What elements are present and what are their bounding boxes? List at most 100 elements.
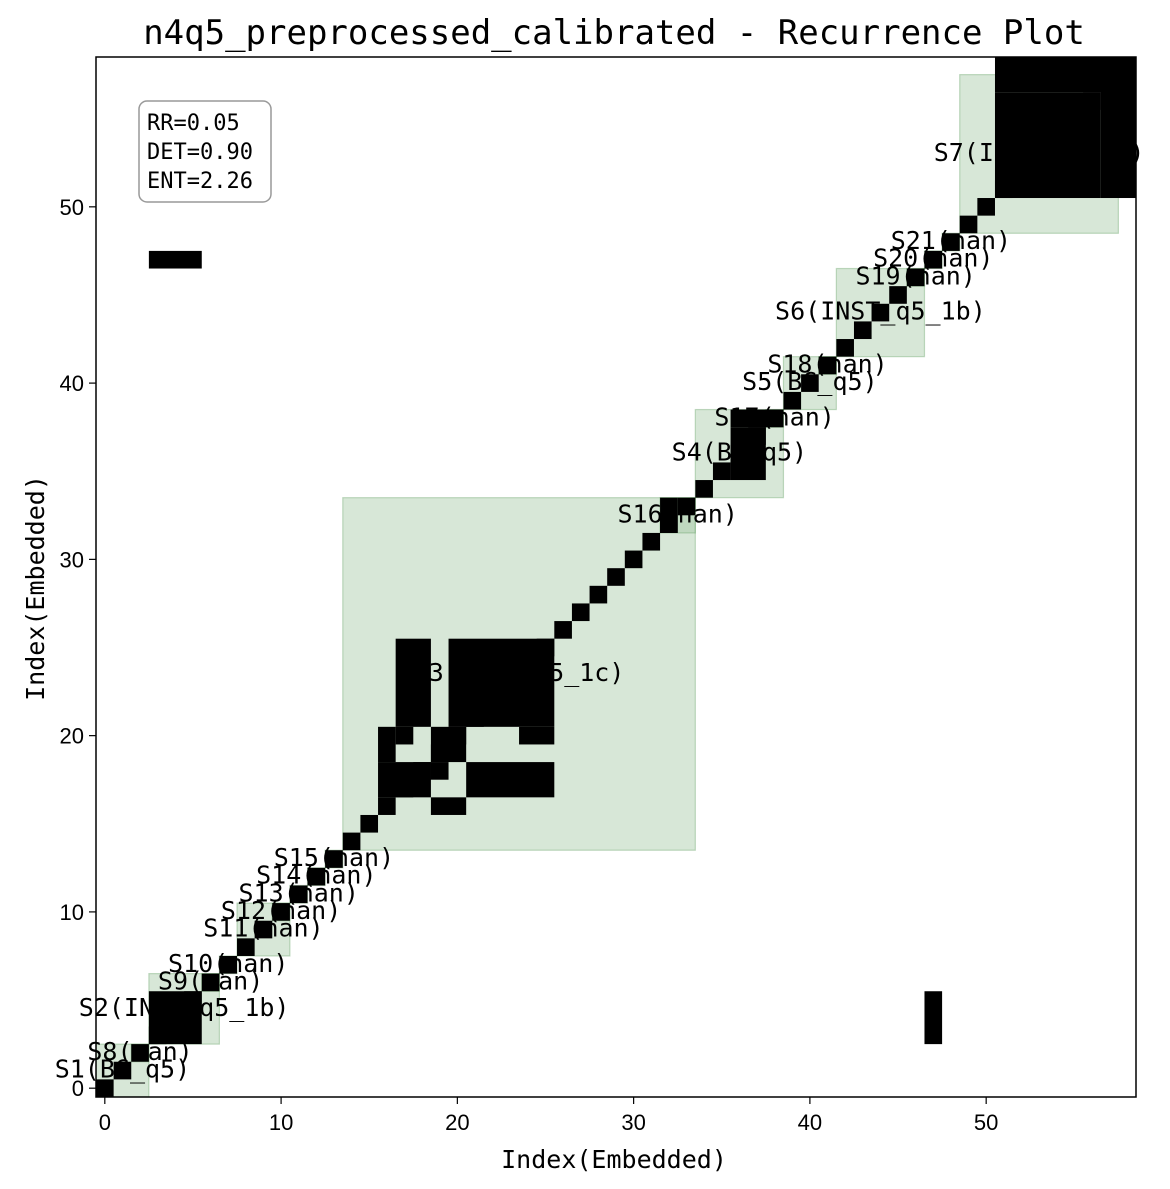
x-tick-label: 50 xyxy=(974,1110,998,1135)
segment-label: S12(nan) xyxy=(221,896,341,925)
x-tick-label: 20 xyxy=(445,1110,469,1135)
recurrence-diagonal-cell xyxy=(959,215,978,234)
recurrence-block xyxy=(378,726,396,763)
plot-frame xyxy=(95,56,1137,1098)
stats-box: RR=0.05 DET=0.90 ENT=2.26 xyxy=(138,100,272,203)
recurrence-diagonal-cell xyxy=(272,903,290,921)
recurrence-diagonal-cell xyxy=(889,286,907,304)
segment-label: S4(BG_q5) xyxy=(672,438,807,467)
recurrence-block xyxy=(430,797,467,815)
recurrence-diagonal-cell xyxy=(289,885,308,904)
recurrence-diagonal-cell xyxy=(783,391,802,410)
recurrence-block xyxy=(519,726,555,745)
recurrence-diagonal-cell xyxy=(977,198,995,216)
x-tick-label: 0 xyxy=(99,1110,111,1135)
recurrence-block xyxy=(994,92,1101,199)
recurrence-diagonal-cell xyxy=(554,621,572,639)
recurrence-diagonal-cell xyxy=(378,797,396,815)
y-tick-label: 50 xyxy=(60,195,84,220)
recurrence-diagonal-cell xyxy=(342,832,361,851)
recurrence-block xyxy=(378,762,431,798)
recurrence-diagonal-cell xyxy=(624,550,643,569)
recurrence-block xyxy=(395,638,431,727)
segment-label: S3(INST_q5_1c) xyxy=(414,658,625,687)
recurrence-block xyxy=(448,638,555,727)
recurrence-diagonal-cell xyxy=(818,356,837,375)
recurrence-diagonal-cell xyxy=(96,1079,114,1097)
x-tick-label: 10 xyxy=(269,1110,293,1135)
x-tick-label: 40 xyxy=(798,1110,822,1135)
y-tick-label: 30 xyxy=(60,547,84,572)
chart-title: n4q5_preprocessed_calibrated - Recurrenc… xyxy=(143,13,1085,53)
recurrence-diagonal-cell xyxy=(853,321,872,340)
recurrence-block xyxy=(730,427,766,481)
segment-label: S6(INST_q5_1b) xyxy=(775,297,986,326)
x-axis-label: Index(Embedded) xyxy=(501,1145,727,1174)
segment-label: S21(nan) xyxy=(891,226,1011,255)
recurrence-diagonal-cell xyxy=(360,814,379,833)
recurrence-diagonal-cell xyxy=(237,938,255,956)
segment-label: S14(nan) xyxy=(256,861,376,890)
recurrence-diagonal-cell xyxy=(607,568,625,586)
recurrence-diagonal-cell xyxy=(113,1061,132,1080)
y-tick-label: 20 xyxy=(60,724,84,749)
recurrence-diagonal-cell xyxy=(325,850,343,868)
segment-label: S19(nan) xyxy=(855,261,975,290)
recurrence-diagonal-cell xyxy=(906,268,925,287)
segment-label: S16(nan) xyxy=(617,499,737,528)
segment-label: S15(nan) xyxy=(274,843,394,872)
recurrence-diagonal-cell xyxy=(589,585,608,604)
segment-label: S13(nan) xyxy=(239,878,359,907)
recurrence-diagonal-cell xyxy=(801,374,819,392)
y-axis-ticks: 0 10 20 30 40 50 xyxy=(60,195,96,1101)
stat-ent: ENT=2.26 xyxy=(147,169,253,194)
segment-label: S10(nan) xyxy=(168,949,288,978)
recurrence-block xyxy=(430,726,467,763)
stat-rr: RR=0.05 xyxy=(147,111,240,136)
segment-label: S9(nan) xyxy=(158,966,263,995)
segment-label-layer: S1(BG_q5) S2(INST_q5_1b) S3(INST_q5_1c) S4(… xyxy=(55,138,1145,1084)
y-tick-label: 10 xyxy=(60,900,84,925)
recurrence-block xyxy=(466,762,555,798)
recurrence-diagonal-cell xyxy=(942,233,960,251)
segment-label: S5(BG_q5) xyxy=(742,367,877,396)
recurrence-block xyxy=(1100,57,1136,199)
recurrence-diagonal-cell xyxy=(307,867,326,886)
segment-label: S8(nan) xyxy=(87,1037,192,1066)
segment-label: S17(nan) xyxy=(714,402,834,431)
y-tick-label: 0 xyxy=(72,1076,84,1101)
segment-label: S11(nan) xyxy=(203,914,323,943)
recurrence-block xyxy=(395,726,414,745)
recurrence-diagonal-cell xyxy=(642,532,661,551)
segment-label: S20(nan) xyxy=(873,244,993,273)
recurrence-block xyxy=(148,991,202,1045)
recurrence-block xyxy=(660,497,678,533)
recurrence-diagonal-cell xyxy=(677,497,696,516)
recurrence-block xyxy=(730,409,784,428)
recurrence-diagonal-cell xyxy=(254,920,273,939)
recurrence-diagonal-cell xyxy=(131,1044,149,1062)
recurrence-block xyxy=(148,250,202,269)
recurrence-diagonal-cell xyxy=(571,603,590,622)
stat-det: DET=0.90 xyxy=(147,140,253,165)
x-tick-label: 30 xyxy=(621,1110,645,1135)
recurrence-layer xyxy=(96,57,1136,1097)
segment-label: S1(BG_q5) xyxy=(55,1055,190,1084)
recurrence-diagonal-cell xyxy=(219,955,238,974)
segment-label: S18(nan) xyxy=(767,349,887,378)
recurrence-diagonal-cell xyxy=(924,250,943,269)
recurrence-diagonal-cell xyxy=(871,303,890,322)
segment-label: S2(INST_q5_1b) xyxy=(79,993,290,1022)
recurrence-block xyxy=(430,762,449,780)
recurrence-diagonal-cell xyxy=(836,339,854,357)
recurrence-diagonal-cell xyxy=(712,462,731,481)
y-axis-label: Index(Embedded) xyxy=(21,475,50,701)
recurrence-diagonal-cell xyxy=(201,973,220,992)
segment-label: S7(INST_q5_1b) xyxy=(934,138,1145,167)
recurrence-block xyxy=(924,991,943,1045)
x-axis-ticks: 0 10 20 30 40 50 xyxy=(99,1097,998,1135)
recurrence-diagonal-cell xyxy=(695,480,713,498)
stats-box-frame xyxy=(138,100,272,203)
y-tick-label: 40 xyxy=(60,371,84,396)
